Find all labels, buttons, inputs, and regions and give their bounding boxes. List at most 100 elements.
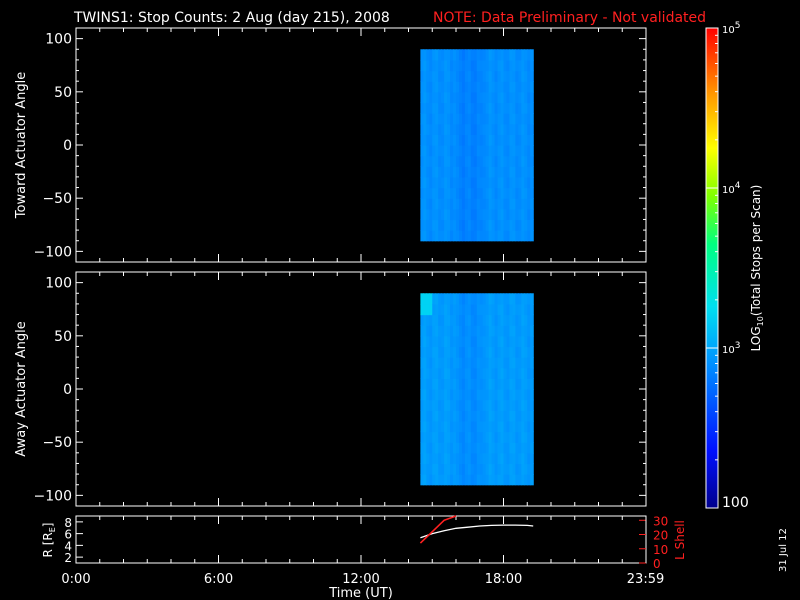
heatmap-cell [497,219,502,231]
heatmap-cell [444,378,448,390]
heatmap-cell [458,70,463,82]
heatmap-cell [527,70,531,82]
heatmap-cell [497,166,502,178]
heatmap-cell [438,187,442,199]
heatmap-cell [461,49,466,61]
heatmap-cell [521,49,525,61]
heatmap-cell [476,399,481,411]
heatmap-cell [458,314,463,326]
heatmap-cell [470,70,475,82]
heatmap-cell [521,389,525,401]
heatmap-cell [441,59,445,72]
heatmap-cell [435,123,439,135]
heatmap-cell [515,314,519,326]
heatmap-cell [518,378,522,390]
heatmap-cell [515,442,519,454]
heatmap-cell [426,230,430,242]
heatmap-cell [464,442,469,454]
heatmap-cell [479,59,484,72]
heatmap-cell [494,389,499,401]
heatmap-cell [497,474,502,486]
heatmap-cell [435,176,439,189]
heatmap-cell [441,49,445,61]
heatmap-cell [429,219,433,231]
heatmap-cell [527,378,531,390]
heatmap-cell [518,420,522,433]
heatmap-cell [515,452,519,465]
heatmap-cell [515,420,519,433]
heatmap-cell [447,81,451,93]
heatmap-cell [512,166,516,178]
heatmap-cell [423,335,427,348]
heatmap-cell [450,59,454,72]
heatmap-cell [444,198,448,210]
heatmap-cell [444,335,448,348]
heatmap-cell [435,463,439,475]
heatmap-cell [485,314,490,326]
heatmap-cell [509,335,514,348]
heatmap-cell [491,49,496,61]
heatmap-cell [515,187,519,199]
heatmap-cell [497,176,502,189]
heatmap-cell [479,134,484,146]
heatmap-cell [482,230,487,242]
heatmap-cell [420,166,424,178]
heatmap-cell [435,399,439,411]
heatmap-cell [444,49,448,61]
heatmap-cell [444,463,448,475]
heatmap-cell [444,70,448,82]
colorbar-gradient [706,28,718,508]
heatmap-cell [470,325,475,337]
heatmap-cell [479,70,484,82]
heatmap-cell [506,346,511,358]
heatmap-cell [524,102,528,114]
heatmap-cell [447,357,451,369]
heatmap-cell [512,123,516,135]
heatmap-cell [512,420,516,433]
heatmap-cell [524,314,528,326]
heatmap-cell [521,198,525,210]
y-tick-label: 8 [64,516,72,530]
heatmap-cell [503,198,508,210]
heatmap-cell [458,431,463,443]
heatmap-cell [461,59,466,72]
heatmap-cell [426,474,430,486]
heatmap-cell [509,389,514,401]
heatmap-cell [497,293,502,305]
heatmap-cell [503,230,508,242]
heatmap-cell [524,70,528,82]
heatmap-cell [435,389,439,401]
heatmap-cell [494,474,499,486]
heatmap-cell [527,293,531,305]
heatmap-cell [503,367,508,379]
heatmap-cell [530,399,534,411]
heatmap-cell [423,410,427,422]
heatmap-cell [432,134,436,146]
heatmap-cell [500,198,505,210]
heatmap-cell [515,367,519,379]
heatmap-cell [423,346,427,358]
heatmap-cell [450,431,454,443]
heatmap-cell [450,303,454,316]
heatmap-cell [500,155,505,167]
heatmap-cell [509,219,514,231]
heatmap-cell [500,113,505,125]
heatmap-cell [497,230,502,242]
heatmap-cell [435,198,439,210]
heatmap-cell [494,230,499,242]
heatmap-cell [444,399,448,411]
heatmap-cell [467,59,472,72]
heatmap-cell [524,474,528,486]
heatmap-cell [456,410,460,422]
heatmap-cell [423,357,427,369]
heatmap-cell [494,134,499,146]
y-tick-label: 100 [45,32,72,48]
heatmap-cell [450,219,454,231]
heatmap-cell [509,59,514,72]
heatmap-cell [438,219,442,231]
heatmap-cell [464,166,469,178]
heatmap-cell [438,91,442,104]
heatmap-cell [456,219,460,231]
heatmap-cell [500,70,505,82]
heatmap-cell [485,378,490,390]
